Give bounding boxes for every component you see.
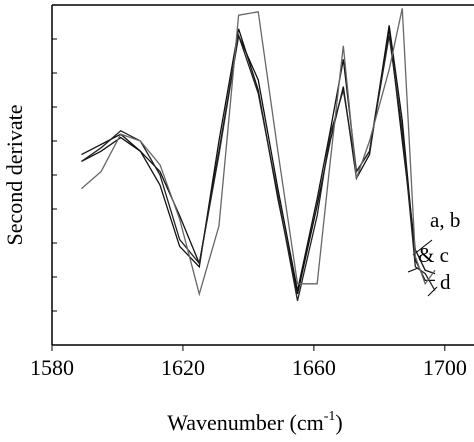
annotation: & c <box>418 243 449 267</box>
x-axis-label: Wavenumber (cm-1) <box>167 409 342 435</box>
x-tick-label: 1620 <box>161 355 205 380</box>
x-tick-label: 1660 <box>292 355 336 380</box>
x-tick-label: 1580 <box>30 355 74 380</box>
series-line <box>81 8 436 297</box>
series-line <box>81 35 436 301</box>
x-tick-label: 1700 <box>423 355 467 380</box>
x-axis-label-close: ) <box>335 410 342 435</box>
x-axis-label-text: Wavenumber (cm <box>167 410 323 435</box>
annotation: d <box>440 270 451 294</box>
series-line <box>81 28 436 291</box>
annotation-leader <box>407 267 419 273</box>
annotation-leader <box>427 286 438 297</box>
series-line <box>81 25 435 295</box>
annotation: a, b <box>430 208 460 232</box>
y-axis-label: Second derivate <box>2 104 27 245</box>
x-axis-label-sup: -1 <box>324 409 336 424</box>
